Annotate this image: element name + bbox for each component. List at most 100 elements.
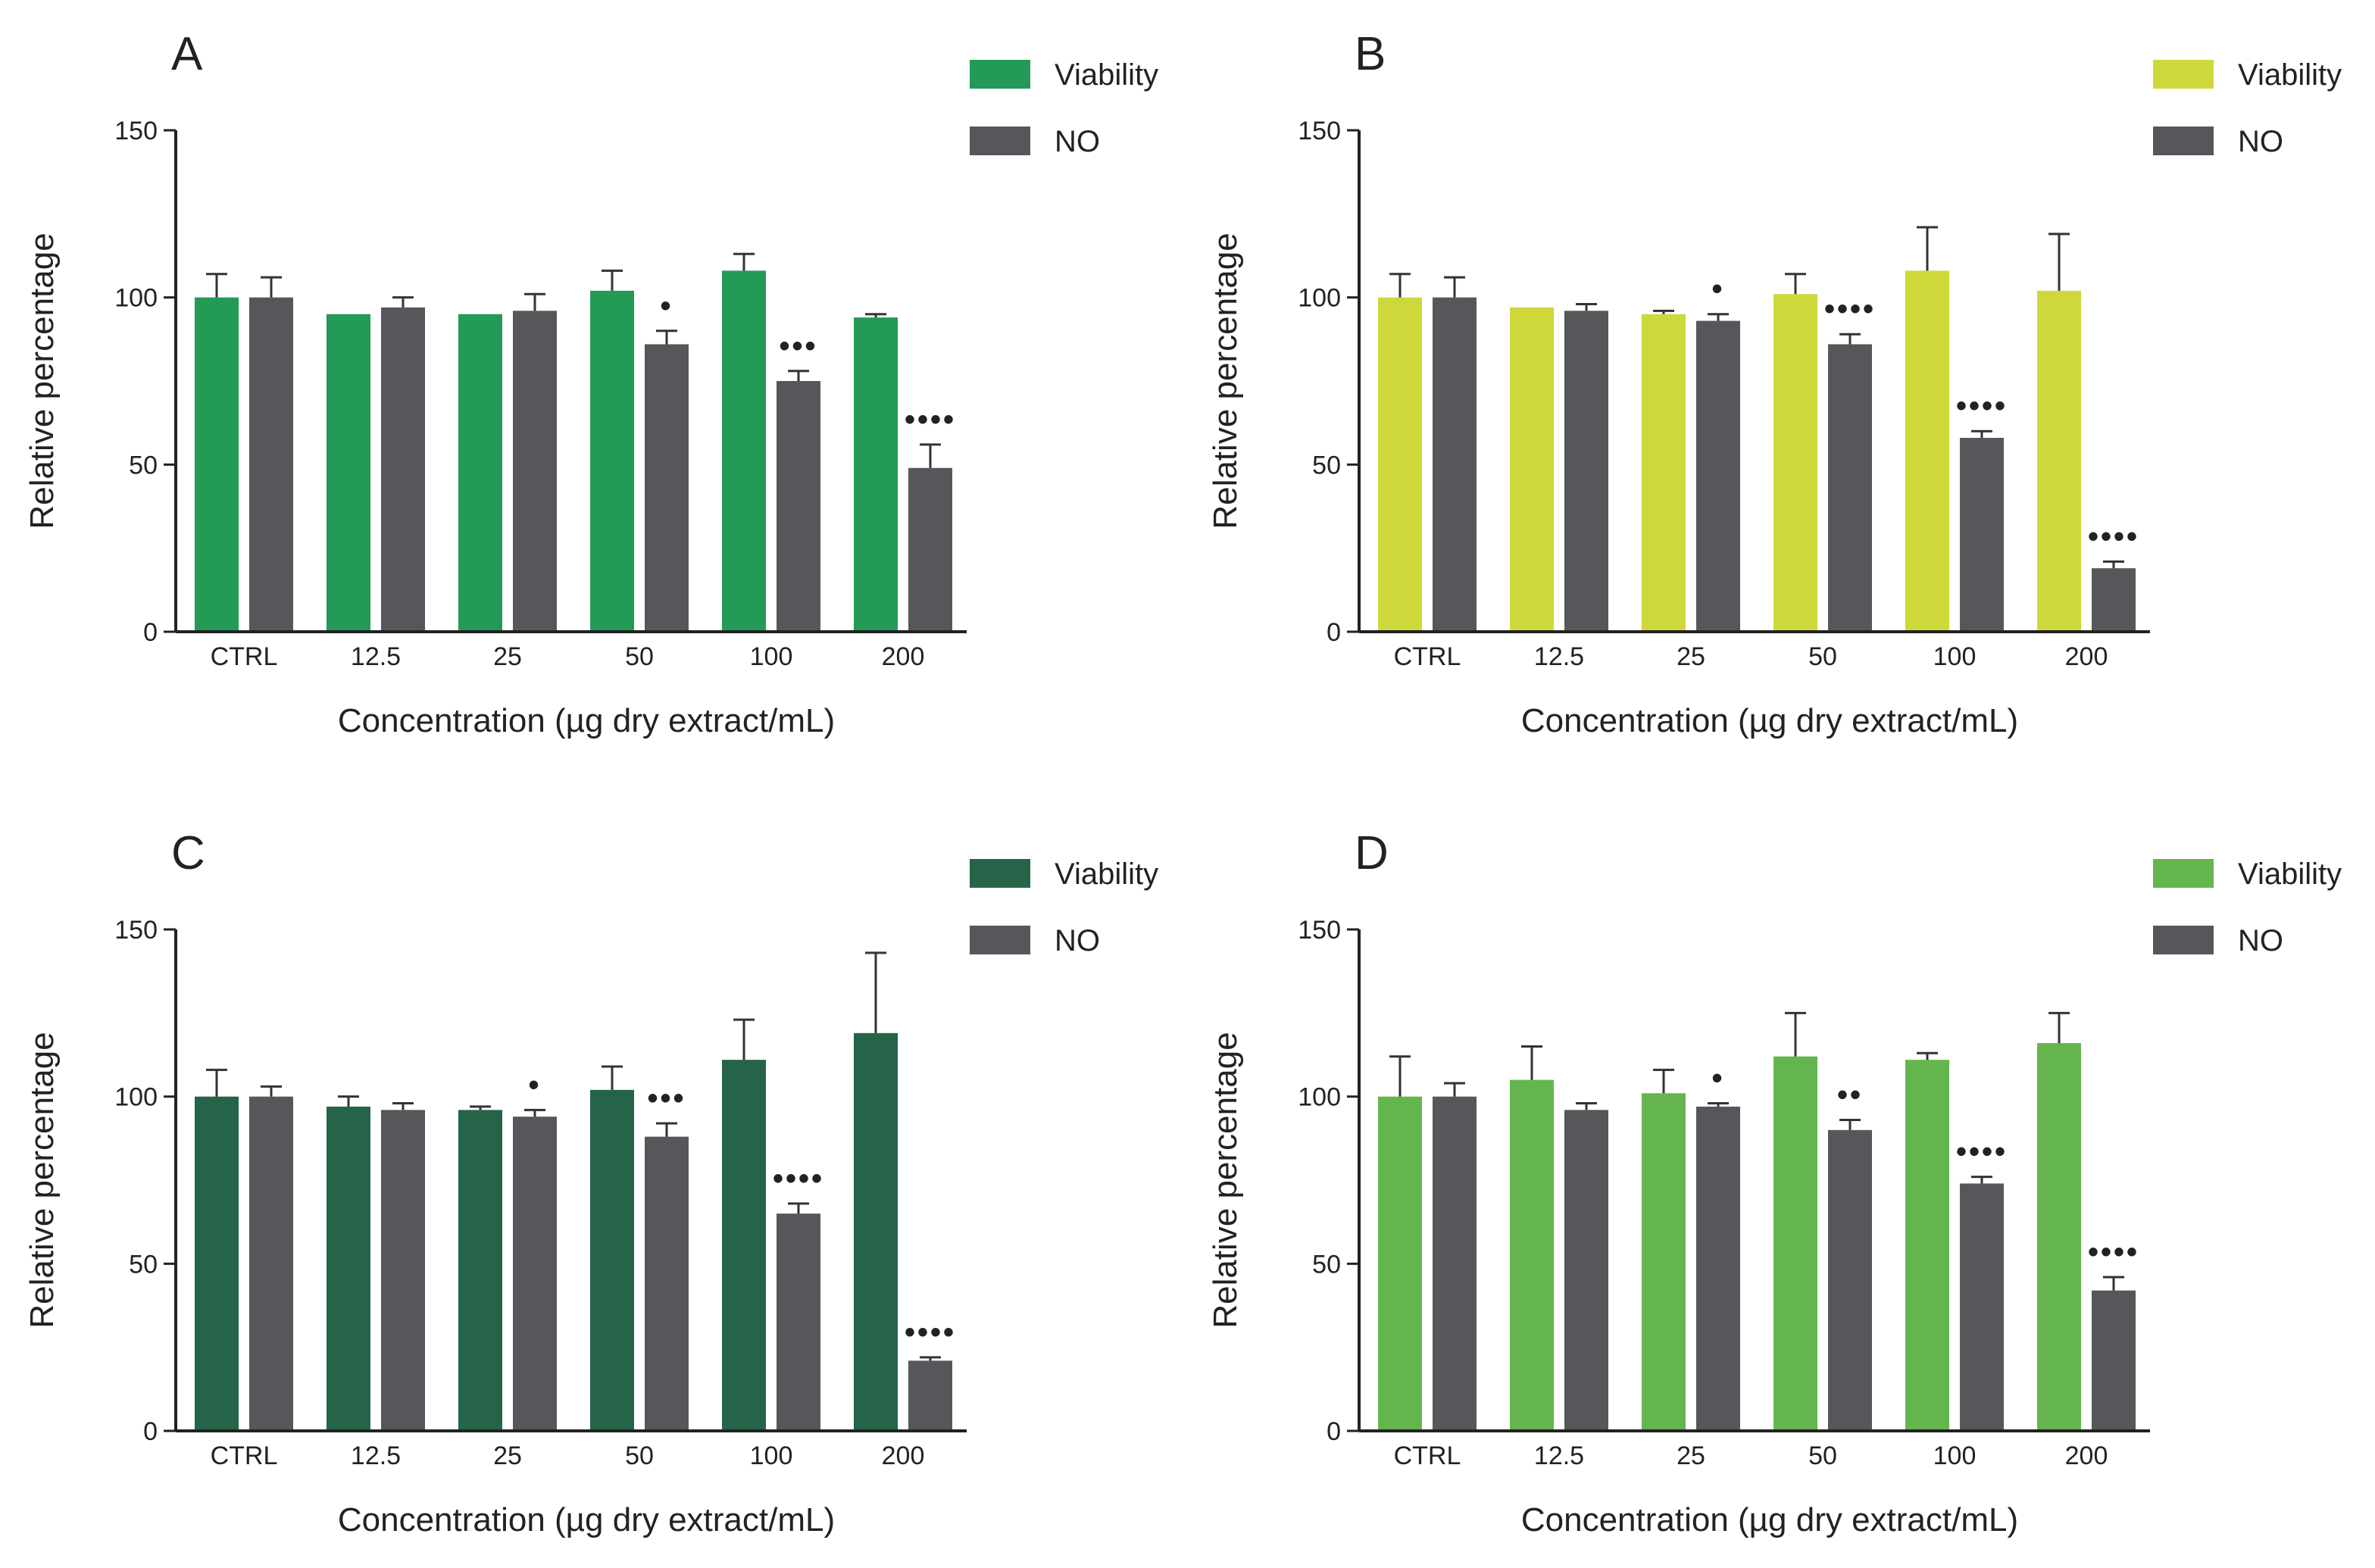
bar-viability-2: [458, 314, 502, 632]
y-tick-label: 50: [1312, 1250, 1341, 1279]
significance-label: •: [528, 1068, 541, 1101]
x-tick-label: 50: [625, 642, 654, 671]
x-tick-label: 100: [750, 1441, 793, 1470]
significance-label: •: [1711, 273, 1724, 306]
y-axis-title: Relative percentage: [23, 1032, 61, 1328]
chart-panel-a: A CTRL 12.5 25 • 50 ••• 100 •••• 200 0 50 100 150 Conc…: [23, 28, 1158, 739]
bar-viability-1: [327, 314, 370, 632]
x-tick-label: 50: [1808, 1441, 1837, 1470]
legend-swatch-no: [2153, 127, 2214, 155]
panel-letter: B: [1355, 28, 1386, 80]
bar-no-4: [1960, 1183, 2004, 1431]
bar-viability-5: [2037, 1043, 2081, 1431]
bar-viability-2: [1642, 1093, 1686, 1431]
y-tick-label: 0: [1327, 618, 1341, 647]
x-axis-title: Concentration (µg dry extract/mL): [338, 702, 835, 739]
bar-no-4: [777, 1213, 820, 1431]
y-tick-label: 150: [114, 117, 158, 145]
y-tick-label: 0: [143, 1417, 158, 1446]
bar-no-5: [908, 1360, 952, 1431]
x-tick-label: 200: [882, 642, 925, 671]
significance-label: ••••: [2088, 520, 2139, 553]
x-tick-label: 25: [493, 1441, 522, 1470]
legend-label-no: NO: [2238, 924, 2283, 957]
bar-viability-1: [1510, 307, 1554, 632]
bar-viability-1: [1510, 1079, 1554, 1431]
legend-label-no: NO: [1055, 924, 1100, 957]
bar-viability-4: [722, 1060, 766, 1431]
bar-viability-4: [722, 270, 766, 632]
bar-no-3: [645, 344, 689, 632]
bar-no-1: [1564, 1110, 1608, 1431]
x-tick-label: 12.5: [351, 642, 401, 671]
significance-label: ••••: [905, 403, 956, 436]
bar-no-1: [381, 307, 425, 632]
significance-label: ••••: [2088, 1235, 2139, 1269]
x-tick-label: 25: [1677, 642, 1705, 671]
x-tick-label: 12.5: [1534, 642, 1584, 671]
chart-panel-d: D CTRL 12.5 • 25 •• 50 •••• 100 •••• 200 0 50 100 150 C…: [1207, 827, 2342, 1538]
bar-no-5: [2092, 568, 2136, 632]
legend-label-no: NO: [2238, 125, 2283, 158]
bar-no-0: [249, 297, 293, 632]
bar-viability-2: [458, 1110, 502, 1431]
bar-viability-0: [1378, 297, 1422, 632]
x-tick-label: 100: [1933, 1441, 1977, 1470]
legend-swatch-viability: [970, 60, 1030, 89]
bar-no-0: [1433, 1096, 1477, 1431]
bar-no-2: [1696, 320, 1740, 632]
significance-label: •••: [647, 1082, 686, 1115]
bar-no-4: [777, 381, 820, 632]
bar-no-2: [513, 311, 557, 632]
significance-label: ••: [1837, 1079, 1863, 1112]
legend-swatch-viability: [2153, 859, 2214, 888]
y-tick-label: 50: [1312, 451, 1341, 479]
bar-viability-4: [1905, 1060, 1949, 1431]
chart-panel-b: B CTRL 12.5 • 25 •••• 50 •••• 100 •••• 200 0 50 100 15…: [1207, 28, 2342, 739]
significance-label: •: [660, 289, 673, 323]
x-tick-label: 50: [625, 1441, 654, 1470]
bar-no-2: [513, 1117, 557, 1431]
bar-viability-0: [195, 297, 239, 632]
significance-label: ••••: [773, 1162, 824, 1195]
bar-no-2: [1696, 1106, 1740, 1431]
x-tick-label: CTRL: [211, 642, 278, 671]
panel-letter: D: [1355, 827, 1389, 879]
y-tick-label: 0: [1327, 1417, 1341, 1446]
x-tick-label: CTRL: [211, 1441, 278, 1470]
significance-label: ••••: [905, 1316, 956, 1349]
x-tick-label: 25: [493, 642, 522, 671]
bar-no-0: [1433, 297, 1477, 632]
x-tick-label: 100: [750, 642, 793, 671]
significance-label: ••••: [1956, 1135, 2008, 1169]
x-axis-title: Concentration (µg dry extract/mL): [338, 1501, 835, 1538]
significance-label: ••••: [1956, 389, 2008, 423]
legend-label-viability: Viability: [2238, 857, 2342, 891]
x-tick-label: 100: [1933, 642, 1977, 671]
y-tick-label: 150: [114, 916, 158, 945]
y-tick-label: 0: [143, 618, 158, 647]
legend-label-viability: Viability: [1055, 857, 1158, 891]
x-tick-label: 12.5: [351, 1441, 401, 1470]
x-tick-label: CTRL: [1394, 1441, 1461, 1470]
bar-no-3: [1828, 1129, 1872, 1431]
legend-swatch-no: [2153, 926, 2214, 954]
bar-viability-2: [1642, 314, 1686, 632]
x-tick-label: 25: [1677, 1441, 1705, 1470]
y-tick-label: 50: [129, 1250, 158, 1279]
panel-letter: C: [171, 827, 205, 879]
x-axis-title: Concentration (µg dry extract/mL): [1521, 1501, 2018, 1538]
y-axis-title: Relative percentage: [1207, 233, 1244, 529]
y-tick-label: 150: [1298, 117, 1341, 145]
x-tick-label: 200: [2065, 642, 2108, 671]
significance-label: ••••: [1824, 292, 1876, 326]
bar-no-5: [908, 467, 952, 632]
y-tick-label: 150: [1298, 916, 1341, 945]
y-tick-label: 100: [114, 284, 158, 313]
bar-viability-0: [195, 1096, 239, 1431]
legend-label-viability: Viability: [2238, 58, 2342, 92]
x-axis-title: Concentration (µg dry extract/mL): [1521, 702, 2018, 739]
bar-no-3: [1828, 344, 1872, 632]
bar-no-0: [249, 1096, 293, 1431]
